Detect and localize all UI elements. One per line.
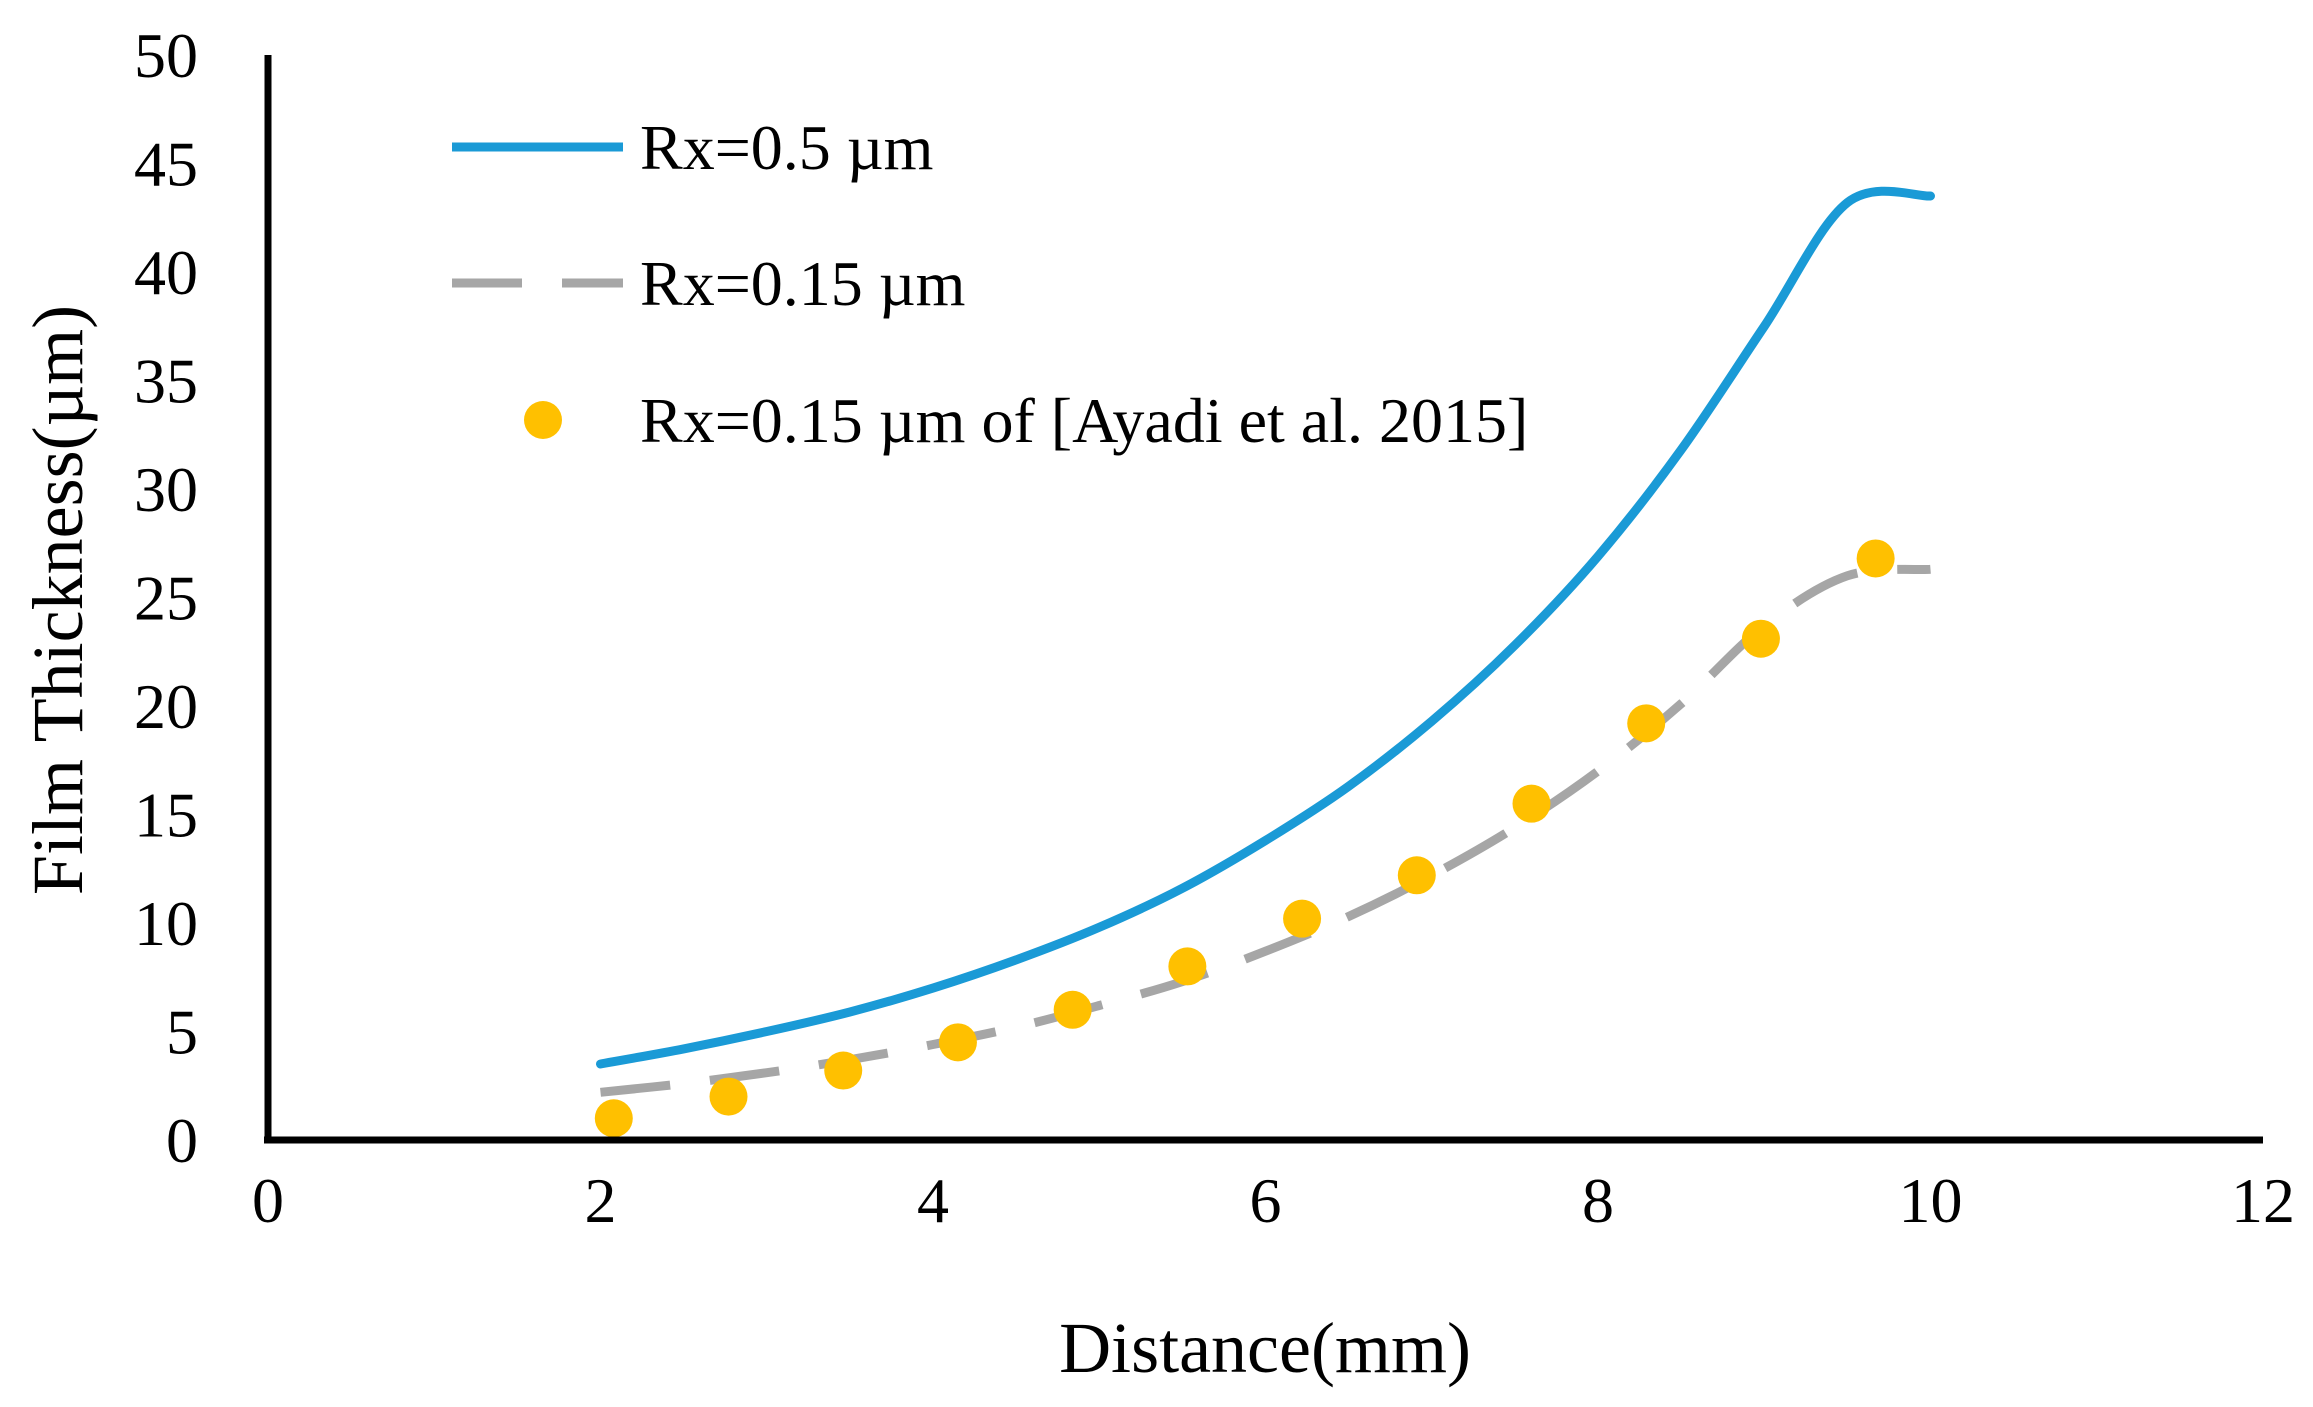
- x-tick-label-12: 12: [2231, 1165, 2295, 1236]
- series-2-point-7: [1397, 856, 1436, 895]
- series-2-point-3: [938, 1023, 977, 1062]
- series-2-point-11: [1856, 539, 1895, 578]
- y-tick-label-0: 0: [166, 1105, 198, 1176]
- series-0-line: [596, 186, 1935, 1069]
- y-tick-label-20: 20: [134, 671, 198, 742]
- series-1-line: [600, 564, 1931, 1097]
- tick-labels: 0 2 4 6 8 10 12 0 5 10 15 20 25 30 35 40 45 50: [134, 20, 2295, 1236]
- series-2-point-4: [1053, 990, 1092, 1029]
- y-tick-label-5: 5: [166, 997, 198, 1068]
- plot-area: [594, 186, 1935, 1138]
- series-2-point-2: [824, 1051, 863, 1090]
- legend: Rx=0.5 µm Rx=0.15 µm Rx=0.15 µm of [Ayadi …: [452, 112, 1528, 456]
- series-2-point-6: [1283, 899, 1322, 938]
- x-tick-label-4: 4: [917, 1165, 949, 1236]
- legend-label-2: Rx=0.15 µm of [Ayadi et al. 2015]: [640, 385, 1528, 456]
- series-2-point-1: [709, 1077, 748, 1116]
- series-2-point-5: [1168, 947, 1207, 986]
- series-2-point-9: [1627, 704, 1666, 743]
- series-2-point-10: [1741, 619, 1780, 658]
- y-tick-label-25: 25: [134, 563, 198, 634]
- y-tick-label-45: 45: [134, 129, 198, 200]
- x-tick-label-0: 0: [252, 1165, 284, 1236]
- x-tick-label-2: 2: [585, 1165, 617, 1236]
- y-tick-label-10: 10: [134, 888, 198, 959]
- legend-label-1: Rx=0.15 µm: [640, 248, 965, 319]
- y-axis-title: Film Thickness(µm): [18, 305, 98, 895]
- y-tick-label-40: 40: [134, 237, 198, 308]
- legend-marker-2: [524, 401, 562, 439]
- axes: [264, 55, 2263, 1144]
- series-2-point-8: [1512, 784, 1551, 823]
- y-tick-label-30: 30: [134, 454, 198, 525]
- legend-label-0: Rx=0.5 µm: [640, 112, 933, 183]
- x-tick-label-6: 6: [1250, 1165, 1282, 1236]
- y-tick-label-15: 15: [134, 780, 198, 851]
- y-tick-label-35: 35: [134, 346, 198, 417]
- x-axis-title: Distance(mm): [1059, 1308, 1471, 1388]
- y-tick-label-50: 50: [134, 20, 198, 91]
- x-tick-label-10: 10: [1899, 1165, 1963, 1236]
- series-2-point-0: [594, 1099, 633, 1138]
- x-tick-label-8: 8: [1582, 1165, 1614, 1236]
